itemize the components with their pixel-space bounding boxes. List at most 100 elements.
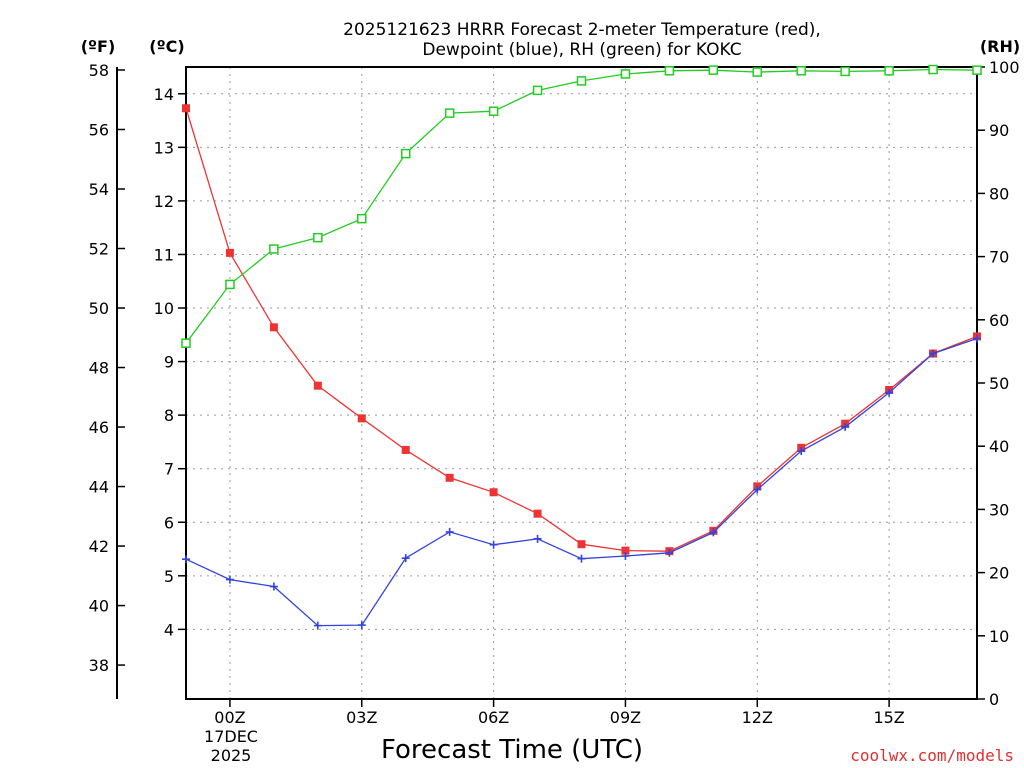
temperature-marker — [445, 473, 454, 482]
fahrenheit-axis-unit: (ºF) — [81, 37, 116, 56]
rh-tick-label: 50 — [989, 374, 1009, 393]
celsius-tick-label: 6 — [164, 513, 174, 532]
celsius-axis-unit: (ºC) — [149, 37, 184, 56]
data-series — [181, 64, 982, 630]
x-tick-label: 03Z — [346, 708, 377, 727]
celsius-tick-label: 8 — [164, 406, 174, 425]
dewpoint-marker — [445, 527, 454, 536]
chart-title-line-2: Dewpoint (blue), RH (green) for KOKC — [422, 40, 741, 60]
rh-marker — [664, 66, 675, 76]
celsius-tick-label: 9 — [164, 353, 174, 372]
rh-marker — [708, 65, 719, 75]
rh-tick-label: 30 — [989, 500, 1009, 519]
dewpoint-marker — [885, 388, 894, 397]
x-axis-title: Forecast Time (UTC) — [381, 735, 643, 765]
rh-marker — [576, 76, 587, 86]
rh-tick-label: 20 — [989, 564, 1009, 583]
dewpoint-marker — [313, 621, 322, 630]
temperature-marker — [533, 509, 542, 518]
rh-tick-label: 70 — [989, 248, 1009, 267]
fahrenheit-tick-label: 46 — [89, 418, 109, 437]
rh-tick-label: 90 — [989, 121, 1009, 140]
fahrenheit-tick-label: 54 — [89, 180, 109, 199]
rh-marker — [840, 66, 850, 77]
rh-tick-label: 60 — [989, 311, 1009, 330]
rh-marker — [488, 106, 499, 116]
dewpoint-marker — [357, 621, 366, 630]
rh-marker — [928, 64, 938, 75]
rh-tick-label: 10 — [989, 627, 1009, 646]
temperature-marker — [489, 488, 498, 497]
rh-marker — [620, 69, 631, 79]
dewpoint-marker — [841, 422, 850, 431]
date-label-day: 17DEC — [204, 727, 258, 746]
dewpoint-marker — [753, 485, 762, 494]
celsius-tick-label: 7 — [164, 460, 174, 479]
x-tick-label: 06Z — [478, 708, 509, 727]
x-tick-label: 00Z — [214, 708, 245, 727]
celsius-tick-label: 4 — [164, 620, 174, 639]
rh-tick-label: 80 — [989, 184, 1009, 203]
fahrenheit-tick-label: 56 — [89, 120, 109, 139]
rh-marker — [796, 66, 806, 76]
rh-marker — [400, 148, 411, 159]
rh-marker — [181, 338, 191, 348]
axes — [116, 66, 985, 707]
x-tick-label: 12Z — [742, 708, 773, 727]
dewpoint-marker — [665, 548, 674, 557]
grid-lines — [186, 67, 977, 699]
rh-marker — [269, 244, 279, 254]
x-tick-label: 09Z — [610, 708, 641, 727]
dewpoint-marker — [621, 551, 630, 560]
temperature-marker — [401, 445, 410, 454]
rh-marker — [972, 65, 982, 75]
tick-labels: 00Z 03Z 06Z 09Z 12Z 15Z4567891011121314384042… — [89, 58, 1020, 727]
rh-marker — [884, 66, 894, 76]
dewpoint-line — [185, 337, 978, 627]
dewpoint-marker — [797, 447, 806, 456]
fahrenheit-tick-label: 40 — [89, 597, 109, 616]
dewpoint-marker — [973, 334, 981, 343]
rh-tick-label: 100 — [989, 58, 1020, 77]
rh-marker — [532, 85, 543, 96]
rh-line — [185, 68, 978, 344]
temperature-marker — [182, 104, 190, 113]
temperature-line — [185, 108, 978, 552]
rh-marker — [225, 279, 235, 290]
celsius-tick-label: 12 — [154, 192, 174, 211]
celsius-tick-label: 14 — [154, 85, 174, 104]
temperature-marker — [313, 381, 322, 390]
dewpoint-marker — [533, 534, 542, 543]
fahrenheit-tick-label: 42 — [89, 537, 109, 556]
rh-marker — [357, 213, 367, 224]
fahrenheit-tick-label: 52 — [89, 240, 109, 259]
fahrenheit-tick-label: 58 — [89, 61, 109, 80]
x-tick-label: 15Z — [873, 708, 904, 727]
celsius-tick-label: 11 — [154, 245, 174, 264]
dewpoint-marker — [709, 528, 718, 537]
temperature-marker — [577, 540, 586, 549]
dewpoint-marker — [929, 349, 938, 358]
celsius-tick-label: 10 — [154, 299, 174, 318]
rh-marker — [444, 108, 455, 118]
celsius-tick-label: 13 — [154, 138, 174, 157]
fahrenheit-tick-label: 48 — [89, 359, 109, 378]
dewpoint-marker — [401, 554, 410, 563]
rh-tick-label: 0 — [989, 690, 999, 709]
plot-frame — [185, 66, 978, 700]
dewpoint-marker — [182, 555, 190, 564]
fahrenheit-tick-label: 50 — [89, 299, 109, 318]
temperature-marker — [269, 323, 278, 332]
temperature-marker — [225, 248, 234, 257]
dewpoint-marker — [269, 582, 278, 591]
date-label-year: 2025 — [211, 746, 252, 765]
dewpoint-marker — [489, 540, 498, 549]
credit-text: coolwx.com/models — [850, 746, 1014, 765]
rh-tick-label: 40 — [989, 437, 1009, 456]
rh-axis-unit: (RH) — [980, 37, 1020, 56]
fahrenheit-tick-label: 38 — [89, 656, 109, 675]
celsius-tick-label: 5 — [164, 567, 174, 586]
rh-marker — [752, 67, 763, 77]
chart-title-line-1: 2025121623 HRRR Forecast 2-meter Tempera… — [343, 20, 821, 40]
